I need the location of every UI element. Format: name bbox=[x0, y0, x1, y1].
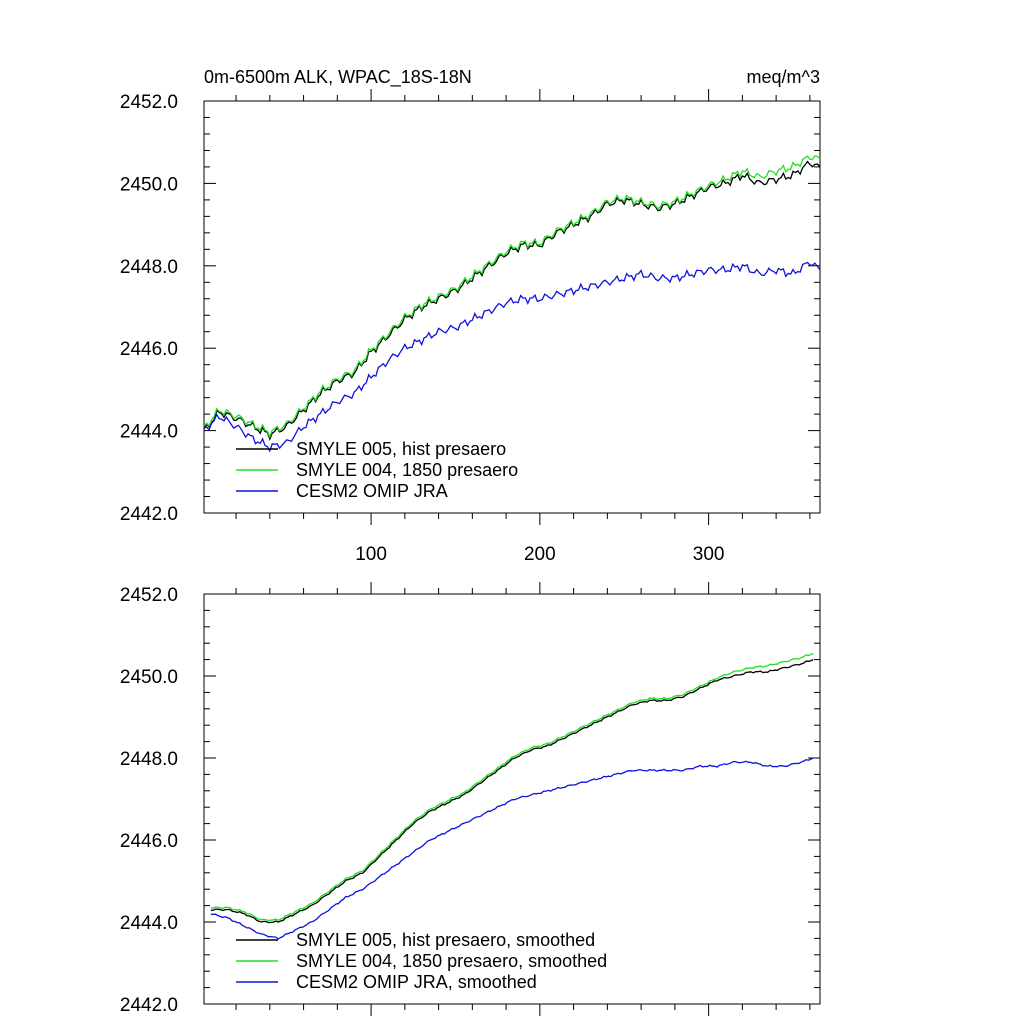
plot-frame bbox=[203, 593, 821, 1005]
y-tick-label: 2452.0 bbox=[120, 585, 178, 606]
y-tick-label: 2444.0 bbox=[120, 422, 178, 443]
y-tick-label: 2450.0 bbox=[120, 174, 178, 195]
series-line-3 bbox=[203, 261, 821, 453]
chart-panel-1: 2442.0 2444.0 2446.0 2448.0 2450.0 2452.0 100 2… bbox=[120, 67, 821, 565]
legend-label-2: SMYLE 004, 1850 presaero, smoothed bbox=[296, 951, 607, 971]
y-tick-label: 2444.0 bbox=[120, 913, 178, 934]
series-line-1 bbox=[203, 160, 821, 442]
legend-label-3: CESM2 OMIP JRA bbox=[296, 481, 448, 501]
y-tick-label: 2452.0 bbox=[120, 92, 178, 113]
legend-label-1: SMYLE 005, hist presaero bbox=[296, 439, 506, 459]
chart-units: meq/m^3 bbox=[747, 67, 820, 87]
y-tick-label: 2450.0 bbox=[120, 667, 178, 688]
x-tick-label: 100 bbox=[355, 544, 387, 565]
x-tick-label: 200 bbox=[524, 544, 556, 565]
y-tick-label: 2442.0 bbox=[120, 504, 178, 525]
y-tick-label: 2446.0 bbox=[120, 339, 178, 360]
chart-title: 0m-6500m ALK, WPAC_18S-18N bbox=[204, 67, 472, 88]
y-tick-label: 2446.0 bbox=[120, 831, 178, 852]
series-line-2 bbox=[203, 155, 821, 439]
series-line-2 bbox=[210, 652, 814, 922]
plot-frame bbox=[203, 100, 821, 514]
y-tick-label: 2448.0 bbox=[120, 749, 178, 770]
legend-label-3: CESM2 OMIP JRA, smoothed bbox=[296, 972, 537, 992]
legend-label-1: SMYLE 005, hist presaero, smoothed bbox=[296, 930, 595, 950]
y-tick-label: 2442.0 bbox=[120, 995, 178, 1016]
series-line-1 bbox=[210, 659, 814, 924]
legend-label-2: SMYLE 004, 1850 presaero bbox=[296, 460, 518, 480]
y-tick-label: 2448.0 bbox=[120, 257, 178, 278]
chart-panel-2: 2442.0 2444.0 2446.0 2448.0 2450.0 2452.0 SMYL… bbox=[120, 582, 821, 1016]
x-tick-label: 300 bbox=[693, 544, 725, 565]
series-line-3 bbox=[210, 757, 814, 940]
